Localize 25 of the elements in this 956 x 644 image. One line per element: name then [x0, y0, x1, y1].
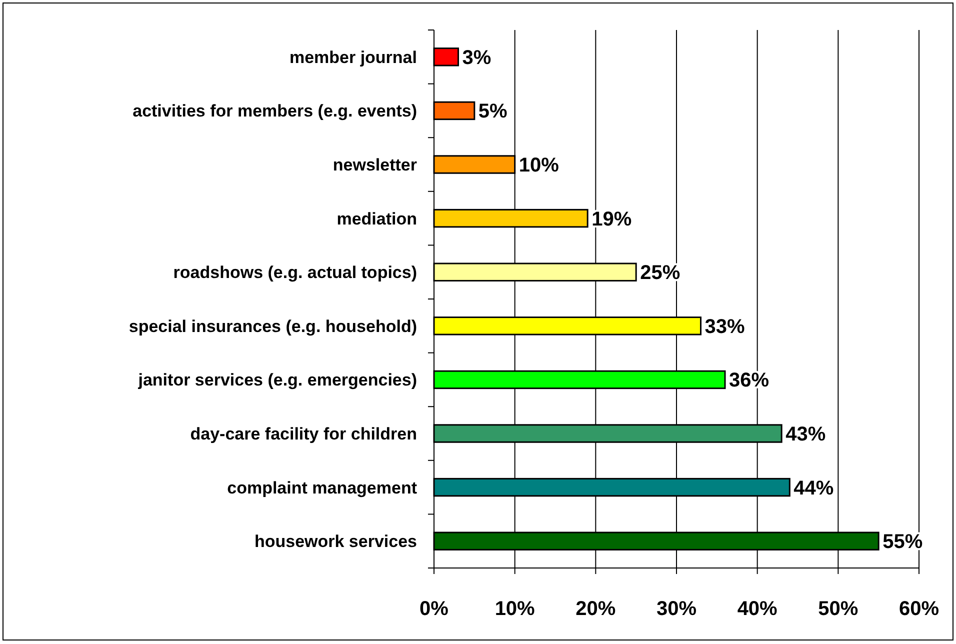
y-tick-label: mediation: [336, 209, 417, 228]
bar: [433, 101, 476, 120]
y-tick-label: day-care facility for children: [190, 424, 417, 444]
y-tick-label: activities for members (e.g. events): [132, 102, 417, 121]
data-label: 5%: [478, 100, 508, 123]
x-tick-label: 10%: [494, 598, 536, 620]
y-tick-label: member journal: [289, 48, 417, 67]
y-tick-label: roadshows (e.g. actual topics): [173, 263, 417, 282]
y-tick-label: janitor services (e.g. emergencies): [137, 370, 417, 390]
x-tick-label: 50%: [818, 598, 858, 620]
y-tick-label: housework services: [254, 532, 417, 552]
x-tick-label: 20%: [576, 598, 616, 620]
data-label: 10%: [518, 154, 560, 176]
y-tick-label: complaint management: [227, 478, 418, 498]
x-tick-label: 30%: [656, 598, 697, 620]
x-tick-label: 40%: [737, 598, 778, 620]
x-tick-label: 60%: [898, 598, 940, 620]
y-tick-label: newsletter: [332, 156, 418, 174]
data-label: 3%: [462, 46, 492, 69]
x-tick-label: 0%: [420, 598, 449, 620]
data-label: 43%: [786, 424, 826, 446]
data-label: 33%: [704, 316, 745, 338]
y-tick-label: special insurances (e.g. household): [128, 316, 417, 336]
data-label: 44%: [794, 477, 834, 500]
bar: [433, 48, 459, 66]
